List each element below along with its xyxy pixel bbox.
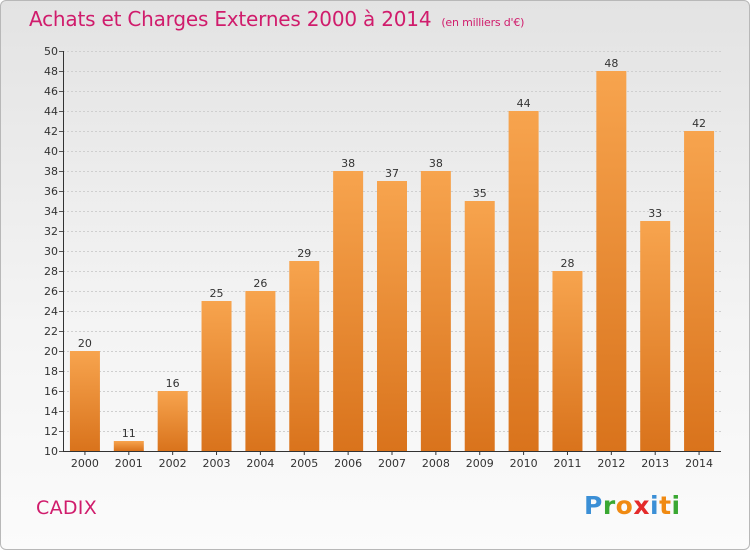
data-label-2011: 28 [560, 257, 574, 270]
bar-2002 [157, 391, 188, 451]
y-tick-label: 48 [44, 65, 58, 78]
y-tick-label: 40 [44, 145, 58, 158]
y-tick-label: 28 [44, 265, 58, 278]
data-label-2008: 38 [429, 157, 443, 170]
x-tick-label-2003: 2003 [203, 457, 231, 470]
y-tick-label: 22 [44, 325, 58, 338]
data-label-2010: 44 [517, 97, 531, 110]
bar-2005 [289, 261, 320, 451]
logo-letter: o [615, 491, 634, 520]
bar-2003 [201, 301, 232, 451]
bar-2009 [464, 201, 495, 451]
x-tick-labels: 2000 2001 2002 2003 2004 2005 2006 2007 2008 2009… [71, 451, 713, 470]
data-label-2007: 37 [385, 167, 399, 180]
y-tick-label: 18 [44, 365, 58, 378]
x-tick-label-2007: 2007 [378, 457, 406, 470]
data-label-2014: 42 [692, 117, 706, 130]
x-tick-label-2004: 2004 [246, 457, 274, 470]
bars [69, 71, 715, 451]
logo-letter: P [584, 491, 603, 520]
data-label-2009: 35 [473, 187, 487, 200]
commune-name: CADIX [36, 497, 98, 519]
y-tick-label: 34 [44, 205, 58, 218]
bar-2006 [333, 171, 364, 451]
x-tick-label-2006: 2006 [334, 457, 362, 470]
y-tick-label: 46 [44, 85, 58, 98]
y-tick-label: 10 [44, 445, 58, 458]
y-tick-label: 42 [44, 125, 58, 138]
data-label-2002: 16 [166, 377, 180, 390]
logo-letter: i [650, 491, 660, 520]
y-tick-label: 30 [44, 245, 58, 258]
bar-2013 [640, 221, 671, 451]
bar-2007 [377, 181, 407, 451]
x-tick-label-2000: 2000 [71, 457, 99, 470]
x-tick-label-2011: 2011 [553, 457, 581, 470]
y-tick-label: 20 [44, 345, 58, 358]
y-tick-label: 44 [44, 105, 58, 118]
data-labels: 20 11 16 25 26 29 38 37 38 35 44 28 48 33 42 [78, 57, 706, 440]
data-label-2013: 33 [648, 207, 662, 220]
chart-unit: (en milliers d'€) [441, 16, 525, 29]
x-tick-label-2014: 2014 [685, 457, 713, 470]
bar-2000 [69, 351, 100, 451]
data-label-2000: 20 [78, 337, 92, 350]
data-label-2006: 38 [341, 157, 355, 170]
x-tick-label-2009: 2009 [466, 457, 494, 470]
y-tick-label: 38 [44, 165, 58, 178]
x-tick-label-2013: 2013 [641, 457, 669, 470]
y-tick-label: 36 [44, 185, 58, 198]
logo-letter: x [633, 491, 650, 520]
y-tick-labels: 10 12 14 16 18 20 22 24 26 28 30 32 34 36 38 40 42 44 46 48… [44, 45, 58, 458]
y-tick-label: 24 [44, 305, 58, 318]
y-tick-label: 12 [44, 425, 58, 438]
bar-2014 [684, 131, 715, 451]
data-label-2001: 11 [122, 427, 136, 440]
bar-2012 [596, 71, 627, 451]
y-tick-label: 50 [44, 45, 58, 58]
logo-letter: r [602, 491, 616, 520]
x-tick-label-2012: 2012 [597, 457, 625, 470]
x-tick-label-2002: 2002 [159, 457, 187, 470]
x-tick-label-2010: 2010 [510, 457, 538, 470]
data-label-2003: 25 [210, 287, 224, 300]
y-tick-label: 16 [44, 385, 58, 398]
data-label-2004: 26 [253, 277, 267, 290]
data-label-2012: 48 [604, 57, 618, 70]
bar-2010 [508, 111, 539, 451]
chart-title: Achats et Charges Externes 2000 à 2014 (e… [29, 7, 524, 31]
x-tick-label-2001: 2001 [115, 457, 143, 470]
logo-letter: t [659, 491, 672, 520]
x-tick-label-2008: 2008 [422, 457, 450, 470]
logo-letter: i [671, 491, 681, 520]
y-tick-label: 32 [44, 225, 58, 238]
bar-2004 [245, 291, 276, 451]
bar-2001 [113, 441, 144, 451]
chart-title-text: Achats et Charges Externes 2000 à 2014 [29, 7, 432, 31]
y-tick-label: 14 [44, 405, 58, 418]
data-label-2005: 29 [297, 247, 311, 260]
x-tick-label-2005: 2005 [290, 457, 318, 470]
bar-2011 [552, 271, 583, 451]
proxiti-logo[interactable]: Proxiti [584, 491, 681, 520]
y-tick-label: 26 [44, 285, 58, 298]
bar-2008 [420, 171, 451, 451]
